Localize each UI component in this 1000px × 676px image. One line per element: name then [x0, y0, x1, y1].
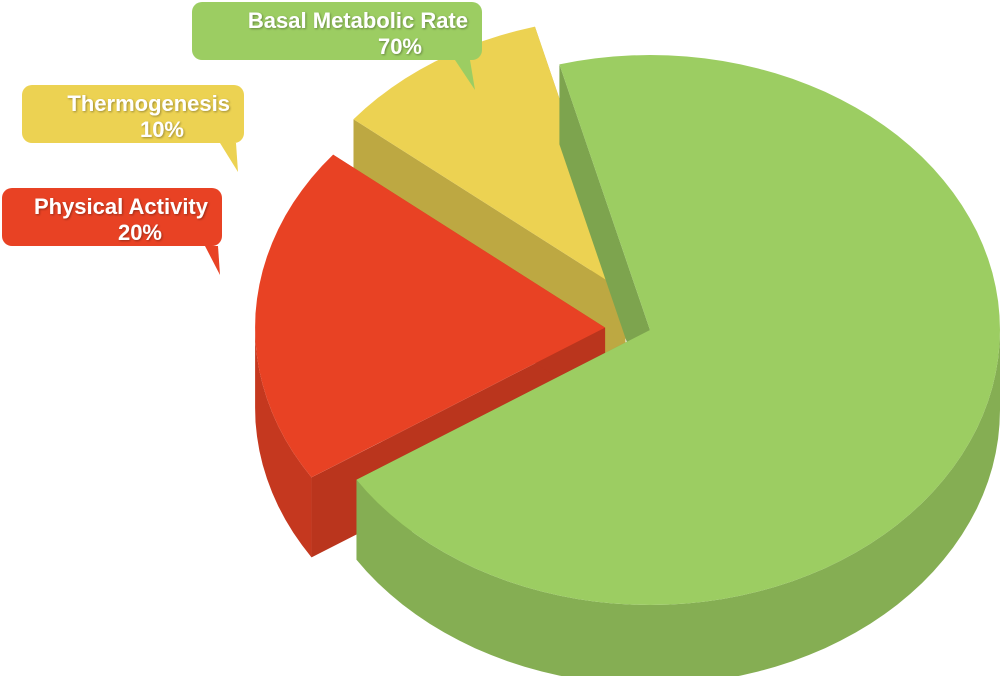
callout-value: 20% [118, 220, 162, 245]
slice-wall [559, 64, 650, 411]
callout-label: Physical Activity [34, 194, 209, 219]
pie-slice [353, 26, 626, 293]
callout-tail [455, 60, 475, 90]
callout-box [192, 2, 482, 60]
callout-tail [220, 143, 238, 172]
slice-side [255, 327, 312, 558]
callout-value: 10% [140, 117, 184, 142]
slice-side [356, 330, 1000, 676]
pie-slice [255, 154, 606, 478]
callout-label: Basal Metabolic Rate [248, 8, 468, 33]
callout-box [22, 85, 244, 143]
callout-box [2, 188, 222, 246]
callout-tail [205, 246, 220, 275]
callout-value: 70% [378, 34, 422, 59]
callout-label: Thermogenesis [67, 91, 230, 116]
pie-slice [356, 55, 1000, 605]
